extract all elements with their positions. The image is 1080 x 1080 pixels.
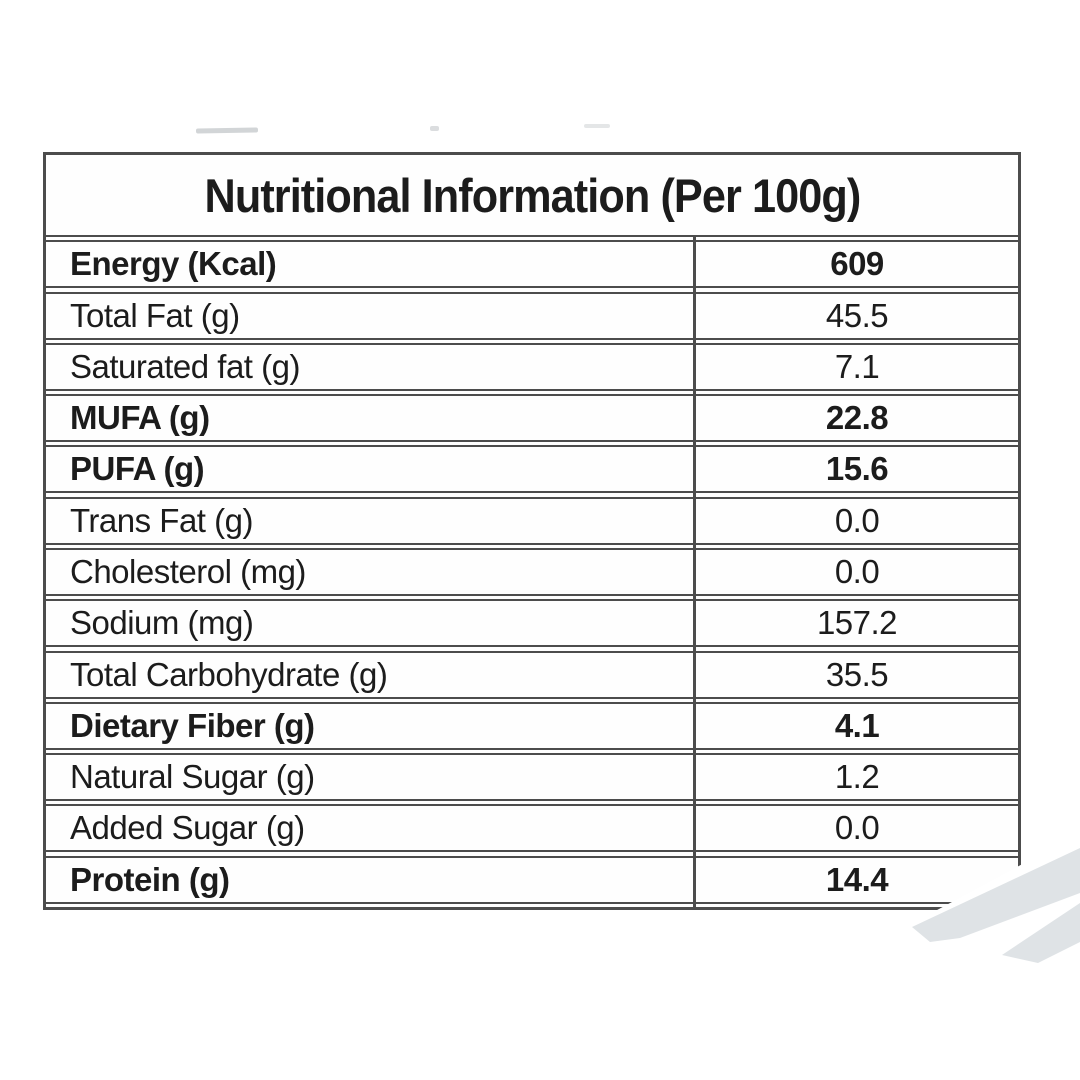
crop-artifact-dot [430,126,439,131]
table-row-4: MUFA (g) 22.8 [46,394,1018,443]
row-value: 0.0 [834,809,880,847]
table-row-3: Saturated fat (g) 7.1 [46,342,1018,391]
row-label: Trans Fat (g) [70,501,253,539]
row-label: Total Carbohydrate (g) [70,655,388,693]
row-label: Cholesterol (mg) [70,552,306,590]
row-label: Added Sugar (g) [70,809,305,847]
row-label: Dietary Fiber (g) [70,706,315,744]
table-row-12: Added Sugar (g) 0.0 [46,804,1018,853]
column-divider-line [693,237,696,907]
row-value: 45.5 [825,296,889,334]
row-value: 15.6 [825,450,889,488]
table-row-11: Natural Sugar (g) 1.2 [46,753,1018,802]
table-row-1: Energy (Kcal) 609 [46,240,1018,289]
row-value: 22.8 [825,399,889,437]
row-value: 7.1 [834,347,880,385]
row-value: 1.2 [834,758,880,796]
row-label: Energy (Kcal) [70,245,277,283]
row-label: MUFA (g) [70,399,210,437]
row-value: 157.2 [816,604,898,642]
row-value: 14.4 [825,860,889,898]
table-row-9: Total Carbohydrate (g) 35.5 [46,650,1018,699]
table-row-10: Dietary Fiber (g) 4.1 [46,701,1018,750]
crop-artifact-dash-small [584,124,610,128]
table-row-6: Trans Fat (g) 0.0 [46,496,1018,545]
row-label: Saturated fat (g) [70,347,300,385]
row-label: Natural Sugar (g) [70,758,315,796]
row-value: 4.1 [834,706,880,744]
row-value: 0.0 [834,552,880,590]
crop-artifact-dash [195,127,259,134]
row-label: Total Fat (g) [70,296,240,334]
table-row-7: Cholesterol (mg) 0.0 [46,547,1018,596]
row-value: 0.0 [834,501,880,539]
table-row-5: PUFA (g) 15.6 [46,445,1018,494]
table-row-13: Protein (g) 14.4 [46,855,1018,904]
row-label: Protein (g) [70,860,230,898]
row-value: 35.5 [825,655,889,693]
table-row-8: Sodium (mg) 157.2 [46,599,1018,648]
table-title-row: Nutritional Information (Per 100g) [46,155,1018,237]
row-value: 609 [830,245,884,283]
table-title: Nutritional Information (Per 100g) [204,168,861,222]
row-label: Sodium (mg) [70,604,254,642]
table-body: Energy (Kcal) 609 Total Fat (g) 45.5 Sat… [46,237,1018,907]
nutrition-table: Nutritional Information (Per 100g) Energ… [43,152,1021,910]
table-row-2: Total Fat (g) 45.5 [46,291,1018,340]
row-label: PUFA (g) [70,450,205,488]
